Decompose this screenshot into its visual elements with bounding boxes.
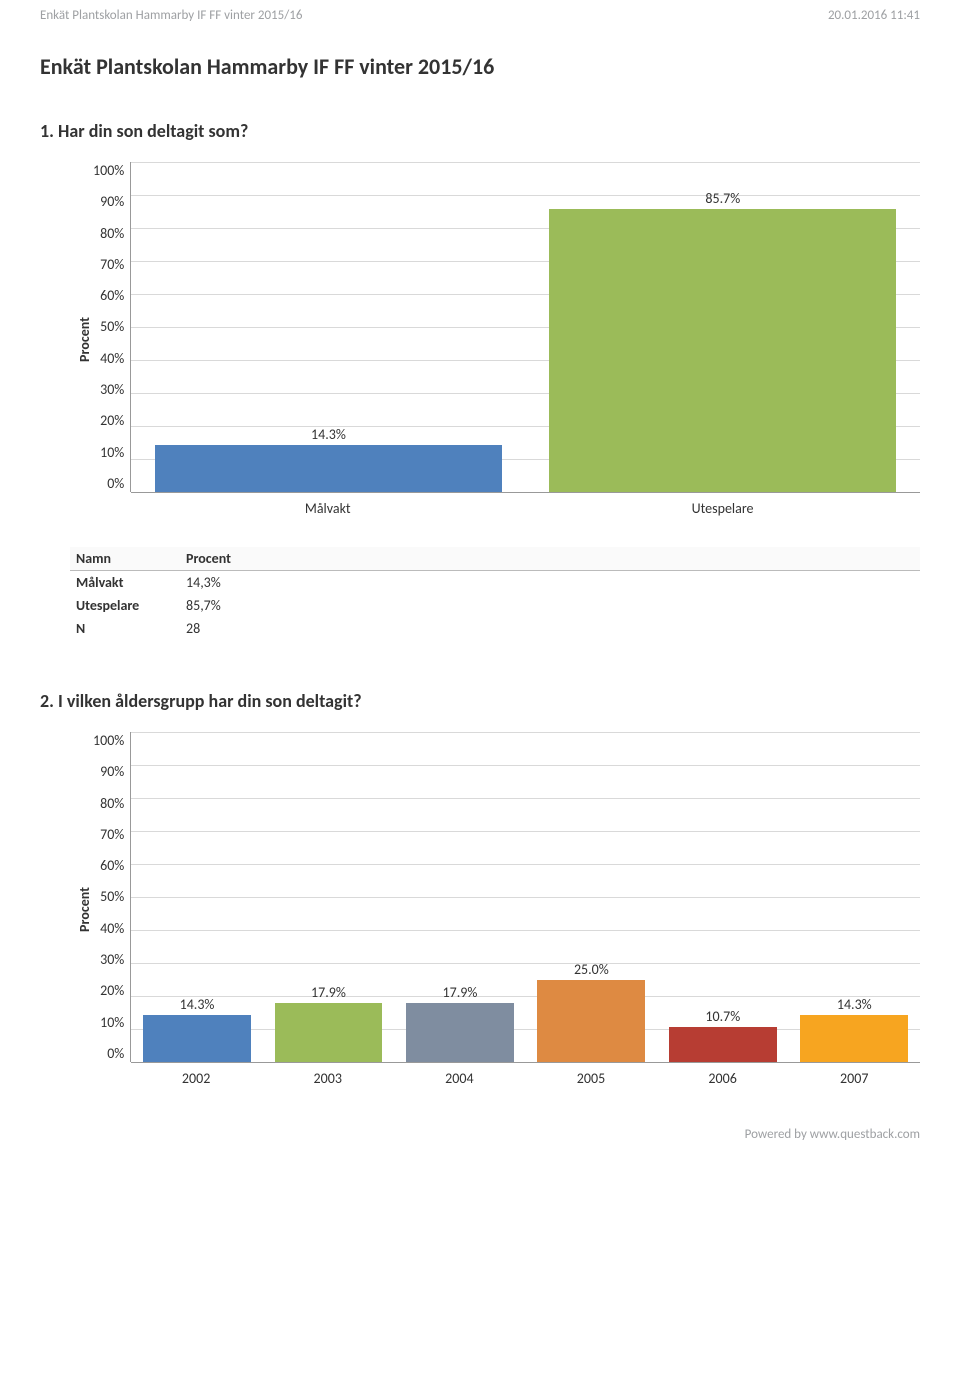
ytick-label: 20%	[100, 412, 124, 429]
ytick-label: 80%	[100, 795, 124, 812]
table-cell: Utespelare	[70, 594, 180, 617]
table-cell: 28	[180, 617, 290, 640]
xtick-label: 2005	[525, 1070, 657, 1087]
gridline	[131, 492, 920, 493]
ytick-label: 90%	[100, 193, 124, 210]
xtick-label: 2006	[657, 1070, 789, 1087]
bar-rect	[143, 1015, 251, 1062]
bar-slot: 25.0%	[526, 732, 657, 1062]
ytick-label: 70%	[100, 826, 124, 843]
ytick-label: 40%	[100, 350, 124, 367]
ytick-label: 50%	[100, 888, 124, 905]
table1: NamnProcentMålvakt14,3%Utespelare85,7%N2…	[70, 547, 920, 640]
bar-value-label: 25.0%	[574, 961, 609, 978]
bar-slot: 17.9%	[394, 732, 525, 1062]
chart1-yticks: 100% 90% 80% 70% 60% 50% 40% 30% 20% 10% 0%	[93, 162, 130, 492]
table-row: N28	[70, 617, 920, 640]
ytick-label: 20%	[100, 982, 124, 999]
bar-value-label: 17.9%	[311, 984, 346, 1001]
chart2-xticks: 200220032004200520062007	[130, 1070, 920, 1087]
ytick-label: 70%	[100, 256, 124, 273]
ytick-label: 10%	[100, 1014, 124, 1031]
ytick-label: 10%	[100, 444, 124, 461]
bar-slot: 14.3%	[131, 162, 525, 492]
ytick-label: 90%	[100, 763, 124, 780]
xtick-label: 2002	[130, 1070, 262, 1087]
chart2-title: 2. I vilken åldersgrupp har din son delt…	[40, 690, 920, 712]
chart2-plot: 14.3% 17.9% 17.9% 25.0% 10.7% 14.3%	[130, 732, 920, 1062]
chart1-ylabel: Procent	[70, 317, 93, 362]
xtick-label: 2007	[788, 1070, 920, 1087]
ytick-label: 100%	[93, 162, 124, 179]
chart2: Procent 100% 90% 80% 70% 60% 50% 40% 30% 20% 10% 0…	[70, 732, 920, 1087]
table-cell: 85,7%	[180, 594, 290, 617]
chart1: Procent 100% 90% 80% 70% 60% 50% 40% 30% 20% 10% 0…	[70, 162, 920, 517]
chart1-plot: 14.3% 85.7%	[130, 162, 920, 492]
bar-value-label: 14.3%	[180, 996, 215, 1013]
bar-slot: 14.3%	[789, 732, 920, 1062]
ytick-label: 30%	[100, 951, 124, 968]
bar-value-label: 85.7%	[705, 190, 740, 207]
xtick-label: 2004	[394, 1070, 526, 1087]
chart2-bars: 14.3% 17.9% 17.9% 25.0% 10.7% 14.3%	[131, 732, 920, 1062]
chart2-ylabel: Procent	[70, 887, 93, 932]
table-header-cell: Procent	[180, 547, 290, 570]
bar-value-label: 14.3%	[837, 996, 872, 1013]
xtick-label: 2003	[262, 1070, 394, 1087]
ytick-label: 40%	[100, 920, 124, 937]
gridline	[131, 1062, 920, 1063]
bar-slot: 85.7%	[526, 162, 920, 492]
chart1-title: 1. Har din son deltagit som?	[40, 120, 920, 142]
ytick-label: 30%	[100, 381, 124, 398]
header-right: 20.01.2016 11:41	[828, 8, 920, 23]
table-row: Utespelare85,7%	[70, 594, 920, 617]
bar-rect	[537, 980, 645, 1063]
bar-slot: 14.3%	[131, 732, 262, 1062]
ytick-label: 0%	[107, 475, 124, 492]
table-cell: Målvakt	[70, 571, 180, 594]
bar-rect	[406, 1003, 514, 1062]
bar-rect	[155, 445, 502, 492]
table-header: NamnProcent	[70, 547, 920, 571]
bar-value-label: 10.7%	[705, 1008, 740, 1025]
bar-value-label: 14.3%	[311, 426, 346, 443]
ytick-label: 60%	[100, 287, 124, 304]
page-header: Enkät Plantskolan Hammarby IF FF vinter …	[40, 0, 920, 53]
chart2-yticks: 100% 90% 80% 70% 60% 50% 40% 30% 20% 10% 0%	[93, 732, 130, 1062]
table-header-cell: Namn	[70, 547, 180, 570]
bar-rect	[275, 1003, 383, 1062]
bar-slot: 10.7%	[657, 732, 788, 1062]
ytick-label: 100%	[93, 732, 124, 749]
table-cell: N	[70, 617, 180, 640]
footer-text: Powered by www.questback.com	[40, 1127, 920, 1152]
bar-slot: 17.9%	[263, 732, 394, 1062]
bar-rect	[669, 1027, 777, 1062]
bar-rect	[800, 1015, 908, 1062]
xtick-label: Utespelare	[525, 500, 920, 517]
table-row: Målvakt14,3%	[70, 571, 920, 594]
xtick-label: Målvakt	[130, 500, 525, 517]
bar-value-label: 17.9%	[443, 984, 478, 1001]
ytick-label: 80%	[100, 225, 124, 242]
bar-rect	[549, 209, 896, 492]
table-cell: 14,3%	[180, 571, 290, 594]
chart1-xticks: MålvaktUtespelare	[130, 500, 920, 517]
chart1-bars: 14.3% 85.7%	[131, 162, 920, 492]
page-title: Enkät Plantskolan Hammarby IF FF vinter …	[40, 53, 920, 80]
ytick-label: 50%	[100, 318, 124, 335]
ytick-label: 0%	[107, 1045, 124, 1062]
header-left: Enkät Plantskolan Hammarby IF FF vinter …	[40, 8, 302, 23]
ytick-label: 60%	[100, 857, 124, 874]
